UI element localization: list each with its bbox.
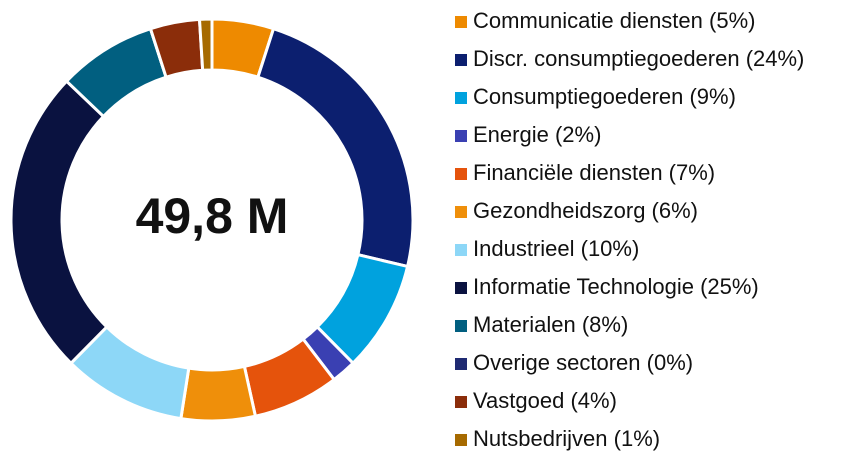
legend-label: Financiële diensten (7%): [473, 160, 715, 185]
legend-label: Energie (2%): [473, 122, 601, 147]
legend-label: Communicatie diensten (5%): [473, 8, 755, 33]
legend-swatch: [455, 396, 467, 408]
legend-label: Overige sectoren (0%): [473, 350, 693, 375]
legend-label: Materialen (8%): [473, 312, 628, 337]
legend-swatch: [455, 168, 467, 180]
slice: [9, 79, 109, 366]
legend-swatch: [455, 130, 467, 142]
legend-label: Discr. consumptiegoederen (24%): [473, 46, 804, 71]
center-label: 49,8 M: [136, 188, 289, 244]
slice: [179, 364, 258, 423]
legend-swatch: [455, 358, 467, 370]
legend-swatch: [455, 92, 467, 104]
legend-swatch: [455, 244, 467, 256]
legend-swatch: [455, 16, 467, 28]
legend-label: Industrieel (10%): [473, 236, 639, 261]
legend-label: Nutsbedrijven (1%): [473, 426, 660, 451]
slice: [197, 17, 214, 72]
legend-swatch: [455, 206, 467, 218]
legend-swatch: [455, 320, 467, 332]
legend-label: Informatie Technologie (25%): [473, 274, 759, 299]
legend-swatch: [455, 282, 467, 294]
legend-label: Gezondheidszorg (6%): [473, 198, 698, 223]
legend-label: Vastgoed (4%): [473, 388, 617, 413]
legend-swatch: [455, 54, 467, 66]
legend-label: Consumptiegoederen (9%): [473, 84, 736, 109]
legend-swatch: [455, 434, 467, 446]
